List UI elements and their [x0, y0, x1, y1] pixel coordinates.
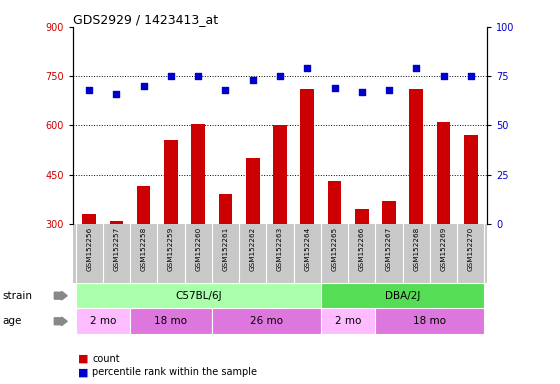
Text: GSM152264: GSM152264: [304, 227, 310, 271]
Text: 18 mo: 18 mo: [155, 316, 188, 326]
Point: [221, 87, 230, 93]
Text: GSM152270: GSM152270: [468, 227, 474, 271]
Text: DBA/2J: DBA/2J: [385, 291, 421, 301]
Bar: [328, 181, 342, 322]
Bar: [382, 201, 396, 322]
Text: GSM152266: GSM152266: [359, 227, 365, 271]
Text: GSM152258: GSM152258: [141, 227, 147, 271]
Point: [166, 73, 175, 79]
Text: ■: ■: [78, 354, 89, 364]
Text: GSM152265: GSM152265: [332, 227, 338, 271]
Point: [139, 83, 148, 89]
Bar: [137, 186, 151, 322]
Bar: [301, 89, 314, 322]
Point: [112, 91, 121, 97]
Point: [439, 73, 448, 79]
Bar: [355, 209, 368, 322]
Point: [385, 87, 394, 93]
Bar: [409, 89, 423, 322]
Bar: [273, 125, 287, 322]
Text: GSM152260: GSM152260: [195, 227, 201, 271]
Point: [85, 87, 94, 93]
Bar: [218, 194, 232, 322]
Point: [248, 77, 257, 83]
Point: [466, 73, 475, 79]
Bar: [82, 214, 96, 322]
Bar: [375, 308, 484, 334]
Text: percentile rank within the sample: percentile rank within the sample: [92, 367, 258, 377]
Text: count: count: [92, 354, 120, 364]
Point: [303, 65, 312, 71]
Bar: [164, 140, 178, 322]
Bar: [192, 124, 205, 322]
Text: GSM152256: GSM152256: [86, 227, 92, 271]
Bar: [321, 283, 484, 308]
Text: strain: strain: [3, 291, 33, 301]
Bar: [212, 308, 321, 334]
Text: C57BL/6J: C57BL/6J: [175, 291, 222, 301]
Text: 2 mo: 2 mo: [335, 316, 361, 326]
Text: 2 mo: 2 mo: [90, 316, 116, 326]
Point: [357, 89, 366, 95]
Bar: [321, 308, 375, 334]
Text: ■: ■: [78, 367, 89, 377]
Point: [194, 73, 203, 79]
Text: GSM152262: GSM152262: [250, 227, 256, 271]
Text: 26 mo: 26 mo: [250, 316, 283, 326]
Text: 18 mo: 18 mo: [413, 316, 446, 326]
Bar: [464, 135, 478, 322]
Bar: [437, 122, 450, 322]
Text: GDS2929 / 1423413_at: GDS2929 / 1423413_at: [73, 13, 218, 26]
Bar: [246, 158, 259, 322]
Text: GSM152259: GSM152259: [168, 227, 174, 271]
Bar: [76, 308, 130, 334]
Text: GSM152257: GSM152257: [114, 227, 119, 271]
Text: age: age: [3, 316, 22, 326]
Text: GSM152263: GSM152263: [277, 227, 283, 271]
Point: [276, 73, 284, 79]
Text: GSM152267: GSM152267: [386, 227, 392, 271]
Point: [412, 65, 421, 71]
Text: GSM152261: GSM152261: [222, 227, 228, 271]
Bar: [110, 220, 123, 322]
Text: GSM152269: GSM152269: [441, 227, 446, 271]
Bar: [76, 283, 321, 308]
Point: [330, 85, 339, 91]
Bar: [130, 308, 212, 334]
Text: GSM152268: GSM152268: [413, 227, 419, 271]
